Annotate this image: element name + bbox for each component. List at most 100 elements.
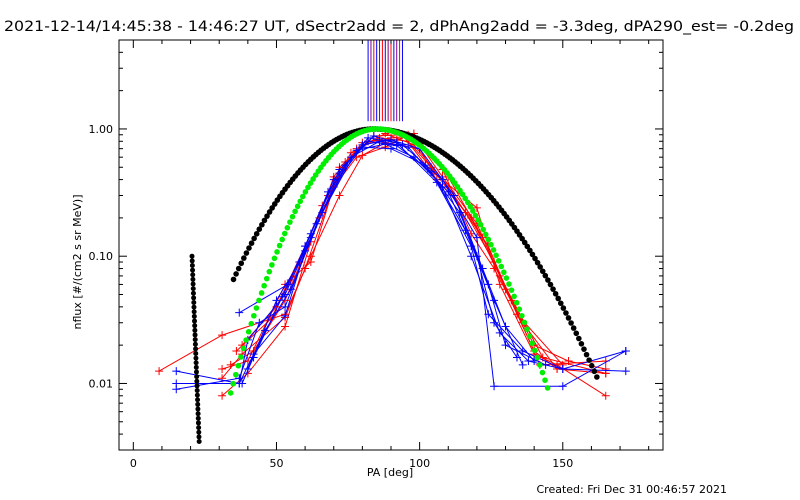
plus-marker xyxy=(427,167,436,176)
curve-dot xyxy=(581,346,587,352)
curve-dot xyxy=(196,434,202,440)
plus-marker xyxy=(155,367,164,376)
curve-dot xyxy=(190,276,196,282)
plus-marker xyxy=(235,308,244,317)
plus-marker xyxy=(306,229,315,238)
plus-marker xyxy=(172,385,181,394)
plus-marker xyxy=(281,311,290,320)
curve-dot xyxy=(246,245,252,251)
curve-dot xyxy=(191,309,197,315)
curve-dot xyxy=(190,267,196,273)
curve-dot xyxy=(190,272,196,278)
curve-dot xyxy=(196,429,202,435)
curve-dot xyxy=(274,249,280,255)
curve-dot xyxy=(490,247,497,253)
curve-dot xyxy=(594,374,600,380)
plus-marker xyxy=(444,187,453,196)
plus-marker xyxy=(238,379,247,388)
curve-dot xyxy=(591,368,598,375)
curve-dot xyxy=(253,230,260,237)
curve-dot xyxy=(297,198,304,205)
plus-marker xyxy=(364,137,373,146)
curve-dot xyxy=(190,281,196,287)
curve-dot xyxy=(191,313,197,319)
x-axis-label: PA [deg] xyxy=(367,466,413,479)
curve-dot xyxy=(233,371,239,378)
plus-marker xyxy=(387,135,395,144)
curve-dot xyxy=(251,235,257,242)
curve-dot xyxy=(193,369,199,375)
curve-dot xyxy=(508,287,515,293)
curve-dot xyxy=(194,383,200,389)
plus-marker xyxy=(472,233,481,242)
curve-dot xyxy=(227,390,234,396)
curve-dot xyxy=(271,255,278,262)
curve-dot xyxy=(568,320,574,326)
curve-dot xyxy=(194,392,200,398)
curve-dot xyxy=(253,305,260,311)
plus-marker xyxy=(404,143,413,152)
curve-dot xyxy=(524,326,530,333)
plus-marker xyxy=(369,132,378,141)
curve-dot xyxy=(557,300,564,307)
curve-dot xyxy=(189,253,195,259)
curve-dot xyxy=(243,337,249,343)
curve-dot xyxy=(238,354,244,360)
curve-dot xyxy=(281,230,288,237)
curve-dot xyxy=(470,208,476,214)
y-axis-label: nflux [#/(cm2 s sr MeV)] xyxy=(71,195,84,330)
plus-marker xyxy=(558,364,567,373)
curve-dot xyxy=(241,255,247,261)
green-reference-curve xyxy=(227,126,551,396)
curve-dot xyxy=(248,240,255,246)
curve-dot xyxy=(477,221,484,228)
plus-marker xyxy=(621,367,630,376)
curve-dot xyxy=(310,176,316,182)
curve-dot xyxy=(190,286,196,292)
x-tick-label: 0 xyxy=(130,457,137,470)
plus-marker xyxy=(278,292,287,301)
curve-dot xyxy=(576,335,582,342)
y-tick-label: 1.00 xyxy=(89,123,114,136)
curve-dot xyxy=(501,269,507,276)
curve-dot xyxy=(192,318,198,324)
curve-dot xyxy=(192,341,198,347)
curve-dot xyxy=(284,224,291,231)
curve-dot xyxy=(300,193,306,200)
curve-dot xyxy=(266,209,273,215)
plus-marker xyxy=(490,318,499,327)
curve-dot xyxy=(193,364,199,370)
curve-dot xyxy=(193,355,199,361)
curve-dot xyxy=(251,312,257,319)
curve-dot xyxy=(537,362,543,368)
plus-marker xyxy=(226,360,235,369)
curve-dot xyxy=(464,199,471,206)
curve-dot xyxy=(529,340,535,347)
curve-dot xyxy=(537,264,543,270)
curve-dot xyxy=(555,295,562,302)
plus-marker xyxy=(218,391,227,400)
curve-dot xyxy=(192,332,198,338)
curve-dot xyxy=(189,258,195,264)
y-tick-label: 0.10 xyxy=(89,250,114,263)
curve-dot xyxy=(539,268,546,275)
plus-marker xyxy=(621,346,630,355)
plus-marker xyxy=(541,360,550,369)
plus-marker xyxy=(472,203,481,212)
y-tick-label: 0.01 xyxy=(89,377,114,390)
red-series-line xyxy=(221,134,606,379)
curve-dot xyxy=(521,319,528,326)
black-reference-curve xyxy=(189,253,202,444)
curve-dot xyxy=(190,290,196,296)
curve-dot xyxy=(583,351,590,358)
curve-dot xyxy=(480,226,486,233)
curve-dot xyxy=(194,374,200,380)
data-layer xyxy=(155,40,630,444)
curve-dot xyxy=(194,388,200,394)
curve-dot xyxy=(467,203,474,210)
curve-dot xyxy=(266,268,273,275)
curve-dot xyxy=(230,380,237,387)
curve-dot xyxy=(563,310,569,316)
plus-marker xyxy=(218,364,227,373)
